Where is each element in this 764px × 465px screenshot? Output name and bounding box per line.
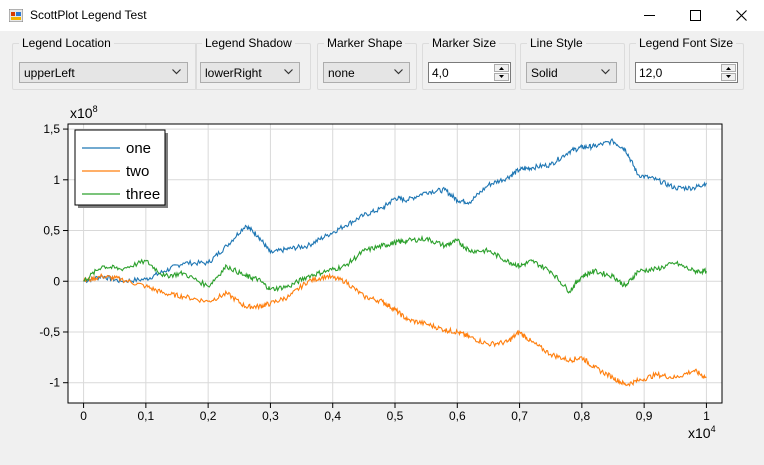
chevron-up-icon <box>726 67 731 70</box>
marker-size-group: Marker Size 4,0 <box>422 36 516 90</box>
x-tick-label: 1 <box>703 409 710 423</box>
y-tick-label: -1 <box>49 376 60 390</box>
line-style-group: Line Style Solid <box>520 36 625 90</box>
close-button[interactable] <box>718 0 764 31</box>
legend-shadow-value: lowerRight <box>205 66 262 80</box>
legend-shadow-select[interactable]: lowerRight <box>200 62 300 83</box>
line-style-select[interactable]: Solid <box>526 62 617 83</box>
minimize-button[interactable] <box>626 0 672 31</box>
legend <box>74 129 166 206</box>
x-tick-label: 0,7 <box>511 409 528 423</box>
chevron-up-icon <box>499 67 504 70</box>
legend-font-size-value: 12,0 <box>639 66 663 80</box>
x-tick-label: 0,5 <box>387 409 404 423</box>
y-tick-label: -0,5 <box>39 325 60 339</box>
marker-shape-value: none <box>328 66 355 80</box>
series-line-one <box>83 137 707 284</box>
close-icon <box>735 10 747 21</box>
plot-area[interactable]: 0 0,1 0,2 0,3 0,4 0,5 0,6 0,7 0,8 0,9 1 -1 -0,5 0 0,5 1… <box>0 100 764 462</box>
x-tick-label: 0,3 <box>262 409 279 423</box>
chevron-down-icon <box>394 69 403 75</box>
marker-size-decrement[interactable] <box>494 73 509 81</box>
x-tick-label: 0,4 <box>324 409 341 423</box>
x-axis-multiplier: x104 <box>688 424 716 441</box>
legend-shadow-group: Legend Shadow lowerRight <box>195 36 311 90</box>
x-tick-label: 0,6 <box>449 409 466 423</box>
legend-location-label: Legend Location <box>19 36 114 50</box>
x-tick-label: 0 <box>80 409 87 423</box>
y-tick-label: 1 <box>53 173 60 187</box>
legend-font-size-input[interactable]: 12,0 <box>635 62 738 83</box>
x-tick-label: 0,9 <box>636 409 653 423</box>
line-style-value: Solid <box>531 66 558 80</box>
window-title: ScottPlot Legend Test <box>30 8 147 22</box>
marker-shape-label: Marker Shape <box>324 36 406 50</box>
legend-location-group: Legend Location upperLeft <box>12 36 197 90</box>
marker-shape-group: Marker Shape none <box>317 36 417 90</box>
legend-entry: three <box>126 186 160 203</box>
minimize-icon <box>643 14 655 16</box>
y-tick-label: 1,5 <box>43 122 60 136</box>
maximize-button[interactable] <box>672 0 718 31</box>
series-line-two <box>83 272 707 387</box>
legend-location-value: upperLeft <box>24 66 75 80</box>
legend-font-size-decrement[interactable] <box>721 73 736 81</box>
marker-size-increment[interactable] <box>494 64 509 72</box>
x-tick-label: 0,2 <box>200 409 217 423</box>
marker-shape-select[interactable]: none <box>323 62 410 83</box>
title-bar: ScottPlot Legend Test <box>0 0 764 31</box>
maximize-icon <box>689 10 701 21</box>
legend-font-size-increment[interactable] <box>721 64 736 72</box>
legend-font-size-group: Legend Font Size 12,0 <box>629 36 744 90</box>
legend-shadow-label: Legend Shadow <box>202 36 295 50</box>
marker-size-value: 4,0 <box>432 66 449 80</box>
legend-location-select[interactable]: upperLeft <box>19 62 188 83</box>
x-tick-label: 0,8 <box>574 409 591 423</box>
chevron-down-icon <box>726 75 731 78</box>
chevron-down-icon <box>284 69 293 75</box>
line-chart[interactable]: 0 0,1 0,2 0,3 0,4 0,5 0,6 0,7 0,8 0,9 1 -1 -0,5 0 0,5 1… <box>0 100 764 462</box>
marker-size-label: Marker Size <box>429 36 500 50</box>
x-tick-label: 0,1 <box>138 409 155 423</box>
chevron-down-icon <box>172 69 181 75</box>
legend-entry: two <box>126 163 149 180</box>
chevron-down-icon <box>499 75 504 78</box>
y-axis-multiplier: x108 <box>70 104 98 121</box>
y-tick-label: 0 <box>53 274 60 288</box>
line-style-label: Line Style <box>527 36 586 50</box>
legend-font-size-label: Legend Font Size <box>636 36 737 50</box>
legend-entry: one <box>126 140 151 157</box>
series-line-three <box>83 234 707 294</box>
chevron-down-icon <box>601 69 610 75</box>
y-tick-label: 0,5 <box>43 224 60 238</box>
app-icon <box>9 9 23 22</box>
grid <box>68 124 722 403</box>
marker-size-input[interactable]: 4,0 <box>428 62 511 83</box>
